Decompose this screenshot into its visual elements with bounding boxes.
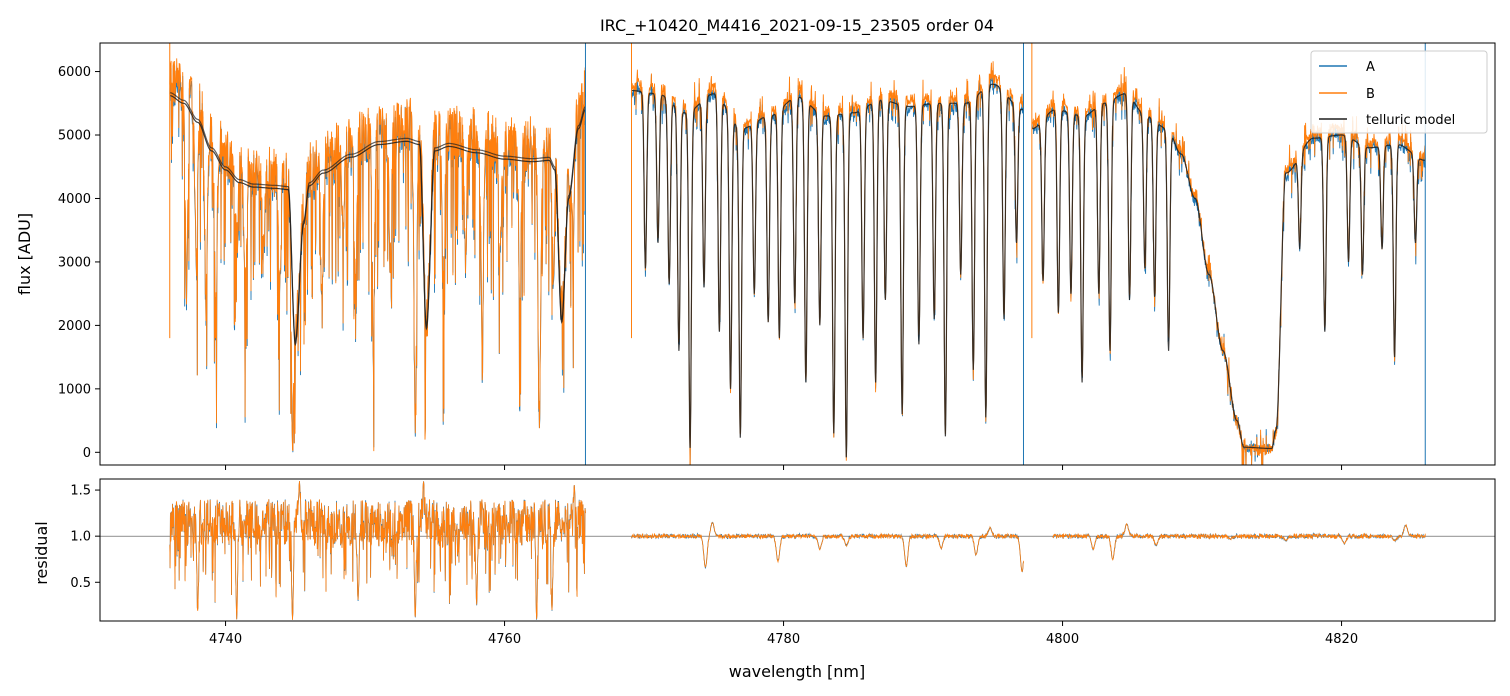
x-tick-label: 4820 <box>1325 632 1358 647</box>
y-tick-label: 1.5 <box>70 484 91 499</box>
y-tick-label: 1000 <box>58 382 91 397</box>
y-tick-label: 2000 <box>58 319 91 334</box>
y-tick-label: 0.5 <box>70 576 91 591</box>
telluric-model-line <box>1031 93 1426 450</box>
x-tick-label: 4780 <box>767 632 800 647</box>
legend-frame <box>1310 50 1488 134</box>
flux-y-label: flux [ADU] <box>15 213 34 295</box>
residual-b-line <box>169 481 586 621</box>
telluric-model-line <box>169 92 586 344</box>
residual-b-line <box>1052 523 1426 561</box>
x-tick-label: 4740 <box>209 632 242 647</box>
y-tick-label: 6000 <box>58 65 91 80</box>
residual-plot-area <box>100 481 1495 621</box>
legend-label-a: A <box>1366 60 1375 75</box>
residual-y-ticks: 0.5 1.0 1.5 <box>70 484 100 591</box>
x-tick-label: 4800 <box>1046 632 1079 647</box>
telluric-model-line <box>169 95 586 347</box>
legend-label-model: telluric model <box>1366 113 1455 128</box>
flux-plot-area <box>169 43 1426 465</box>
residual-x-ticks: 4740 4760 4780 4800 4820 <box>209 621 1358 647</box>
flux-y-ticks: 0 1000 2000 3000 4000 5000 6000 <box>58 65 100 461</box>
residual-b-line <box>631 522 1024 572</box>
x-axis-label: wavelength [nm] <box>729 662 866 681</box>
y-tick-label: 1.0 <box>70 530 91 545</box>
telluric-model-line <box>631 83 1024 458</box>
flux-x-ticks <box>225 465 1343 470</box>
residual-y-label: residual <box>32 521 51 584</box>
legend-label-b: B <box>1366 87 1375 102</box>
residual-panel: 0.5 1.0 1.5 4740 4760 4780 4800 4820 residual <box>32 478 1496 647</box>
y-tick-label: 0 <box>83 446 91 461</box>
series-b-line <box>169 58 586 452</box>
y-tick-label: 3000 <box>58 255 91 270</box>
residual-axes-frame <box>100 479 1495 621</box>
chart-title: IRC_+10420_M4416_2021-09-15_23505 order … <box>600 16 994 36</box>
flux-panel: 0 1000 2000 3000 4000 5000 6000 flux [ADU] A B… <box>15 42 1496 470</box>
y-tick-label: 4000 <box>58 192 91 207</box>
legend: A B telluric model <box>1310 50 1488 134</box>
y-tick-label: 5000 <box>58 129 91 144</box>
x-tick-label: 4760 <box>488 632 521 647</box>
